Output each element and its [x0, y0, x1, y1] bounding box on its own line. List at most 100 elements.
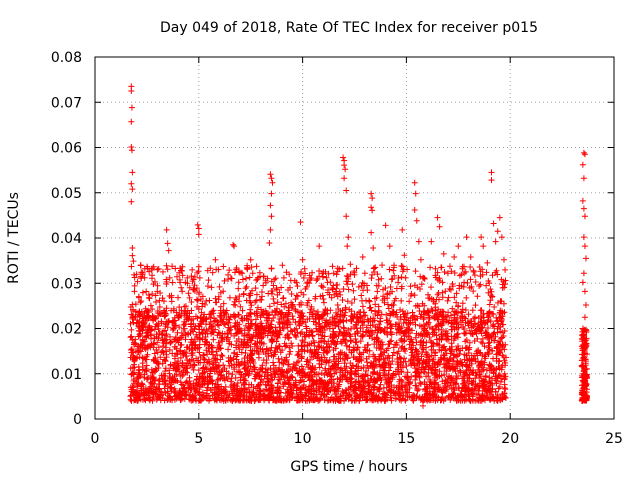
- data-point: [357, 338, 364, 345]
- data-point: [442, 395, 449, 402]
- data-point: [191, 362, 198, 369]
- data-point: [311, 342, 318, 349]
- data-point: [500, 354, 507, 361]
- data-point: [369, 392, 376, 399]
- data-point: [314, 328, 321, 335]
- data-point: [269, 396, 276, 403]
- data-point: [429, 364, 436, 371]
- data-point: [194, 221, 201, 228]
- data-point: [297, 219, 304, 226]
- data-point: [467, 367, 474, 374]
- data-point: [580, 205, 587, 212]
- data-point: [494, 397, 501, 404]
- data-point: [404, 386, 411, 393]
- data-point: [271, 374, 278, 381]
- data-point: [578, 362, 585, 369]
- data-point: [154, 282, 161, 289]
- data-point: [408, 290, 415, 297]
- data-point: [502, 362, 509, 369]
- data-point: [416, 374, 423, 381]
- data-point: [199, 315, 206, 322]
- data-point: [346, 306, 353, 313]
- data-point: [405, 327, 412, 334]
- data-point: [277, 376, 284, 383]
- data-point: [370, 265, 377, 272]
- data-point: [190, 286, 197, 293]
- data-point: [333, 313, 340, 320]
- data-point: [497, 378, 504, 385]
- data-point: [402, 274, 409, 281]
- data-point: [362, 328, 369, 335]
- data-point: [148, 275, 155, 282]
- data-point: [244, 339, 251, 346]
- data-point: [292, 332, 299, 339]
- data-point: [580, 270, 587, 277]
- data-point: [372, 311, 379, 318]
- data-point: [369, 328, 376, 335]
- data-point: [185, 290, 192, 297]
- data-point: [196, 397, 203, 404]
- data-point: [386, 318, 393, 325]
- data-point: [128, 144, 135, 151]
- data-point: [342, 166, 349, 173]
- data-point: [230, 382, 237, 389]
- data-point: [188, 307, 195, 314]
- data-point: [326, 387, 333, 394]
- data-point: [228, 341, 235, 348]
- data-point: [490, 393, 497, 400]
- data-point: [441, 268, 448, 275]
- data-point: [230, 350, 237, 357]
- data-point: [221, 389, 228, 396]
- data-point: [239, 270, 246, 277]
- data-point: [183, 369, 190, 376]
- data-point: [341, 356, 348, 363]
- data-point: [265, 319, 272, 326]
- data-point: [131, 364, 138, 371]
- data-point: [440, 250, 447, 257]
- data-point: [292, 308, 299, 315]
- data-point: [153, 384, 160, 391]
- data-point: [460, 381, 467, 388]
- data-point: [153, 359, 160, 366]
- data-point: [476, 282, 483, 289]
- data-point: [200, 393, 207, 400]
- data-point: [348, 318, 355, 325]
- data-point: [162, 358, 169, 365]
- data-point: [478, 358, 485, 365]
- data-point: [343, 342, 350, 349]
- data-point: [212, 299, 219, 306]
- data-point: [139, 323, 146, 330]
- data-point: [337, 366, 344, 373]
- data-point: [323, 317, 330, 324]
- data-point: [470, 355, 477, 362]
- data-point: [499, 310, 506, 317]
- data-point: [445, 364, 452, 371]
- data-point: [417, 256, 424, 263]
- data-point: [454, 342, 461, 349]
- data-point: [162, 389, 169, 396]
- data-point: [133, 320, 140, 327]
- data-point: [284, 369, 291, 376]
- data-point: [344, 281, 351, 288]
- data-point: [429, 308, 436, 315]
- data-point: [254, 326, 261, 333]
- data-point: [308, 353, 315, 360]
- data-point: [359, 373, 366, 380]
- data-point: [498, 234, 505, 241]
- data-point: [496, 371, 503, 378]
- data-point: [282, 358, 289, 365]
- data-point: [360, 309, 367, 316]
- data-point: [268, 265, 275, 272]
- data-point: [354, 311, 361, 318]
- data-point: [286, 381, 293, 388]
- data-point: [313, 346, 320, 353]
- data-point: [316, 313, 323, 320]
- data-point: [496, 338, 503, 345]
- data-point: [231, 243, 238, 250]
- data-point: [412, 346, 419, 353]
- data-point: [353, 313, 360, 320]
- data-point: [180, 350, 187, 357]
- data-point: [486, 339, 493, 346]
- data-point: [432, 265, 439, 272]
